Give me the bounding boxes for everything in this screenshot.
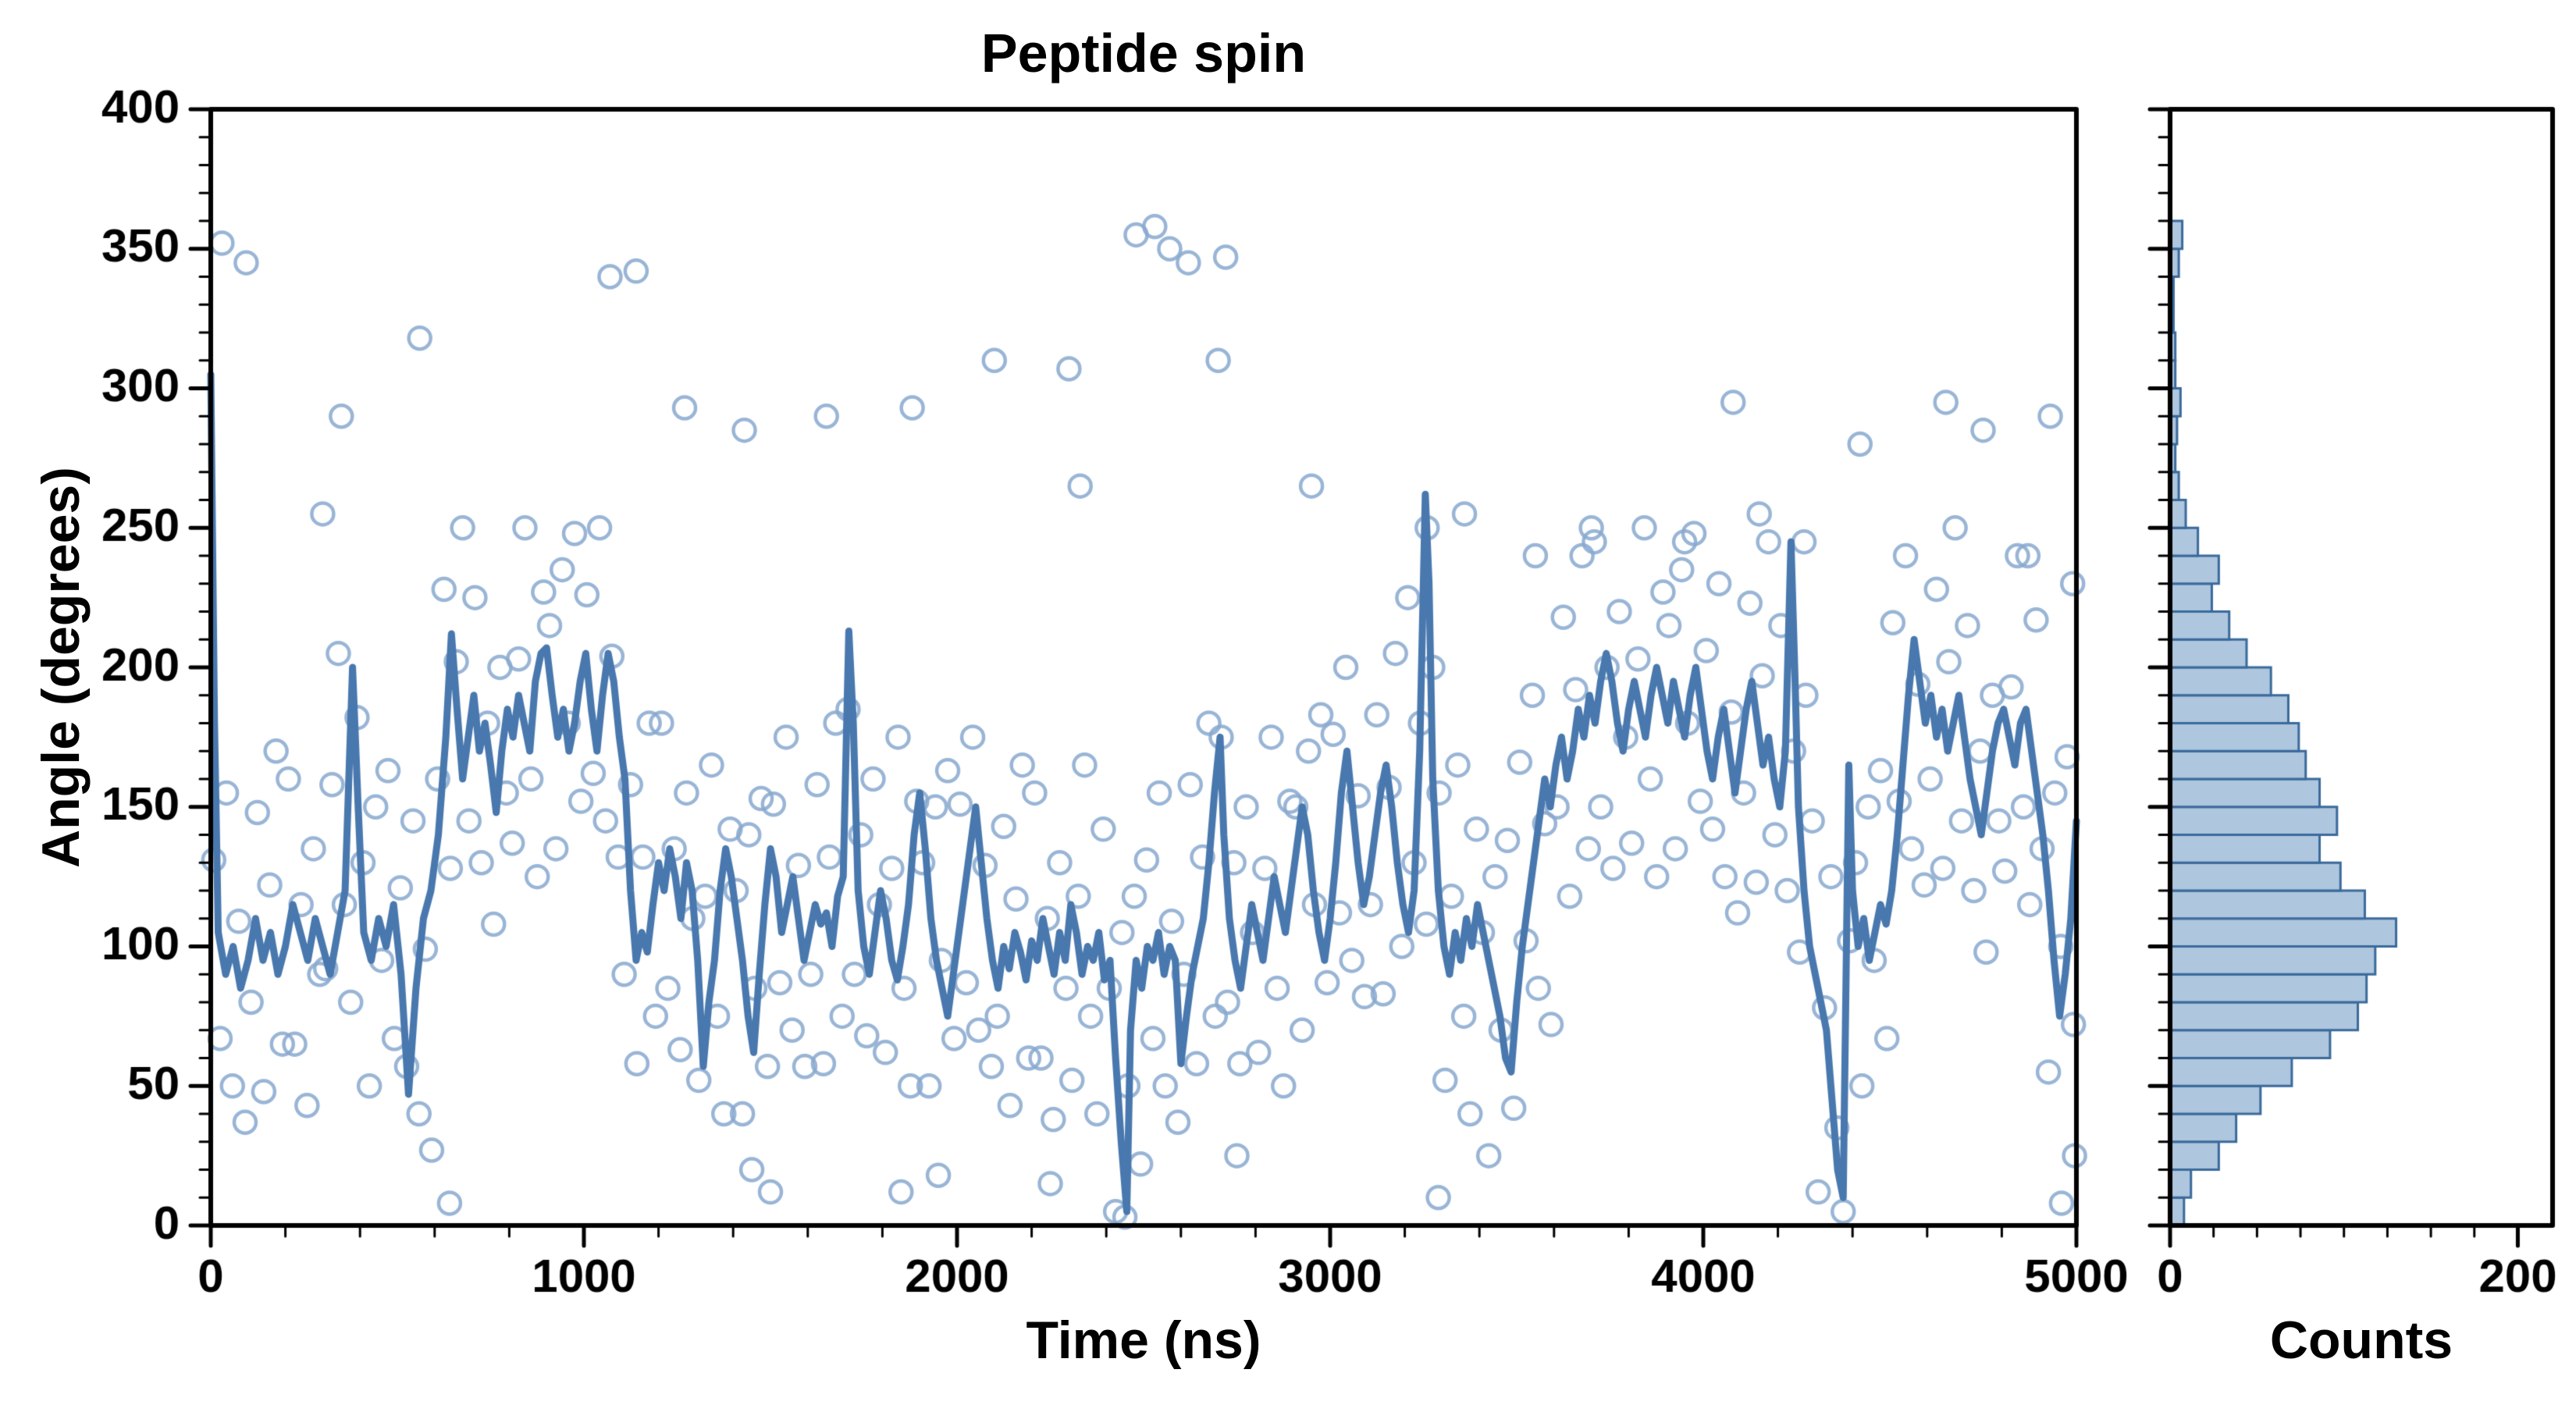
y-axis-label: Angle (degrees) bbox=[31, 467, 91, 868]
x-axis-label: Time (ns) bbox=[1026, 1311, 1261, 1370]
chart-title: Peptide spin bbox=[980, 23, 1307, 84]
histogram-x-axis-label: Counts bbox=[2269, 1311, 2453, 1370]
